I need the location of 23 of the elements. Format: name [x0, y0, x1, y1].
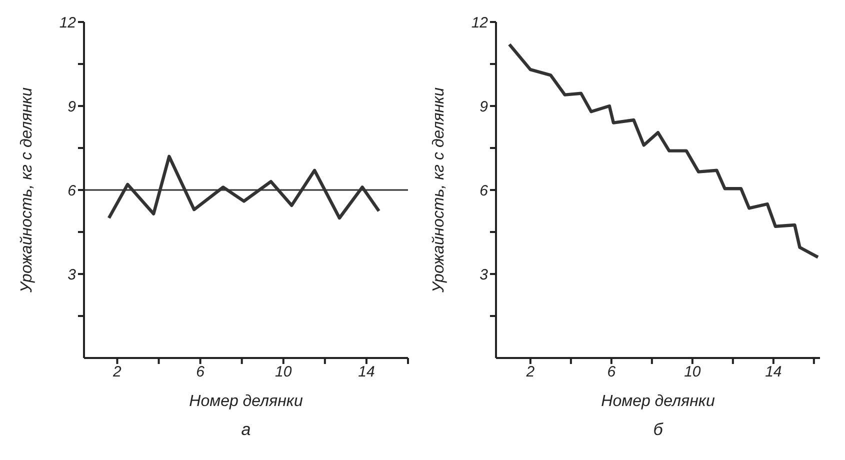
x-tick-label: 14 — [765, 364, 782, 381]
y-tick-label: 9 — [480, 98, 489, 116]
x-tick-label: 14 — [358, 364, 375, 381]
text: а — [240, 420, 252, 440]
y-tick-label: 12 — [59, 14, 77, 32]
y-tick-label: 9 — [68, 98, 77, 116]
x-axis-title: Номер делянки — [601, 393, 715, 410]
x-tick-label: 10 — [684, 364, 702, 381]
y-axis-title: Урожайность, кг с делянки — [18, 87, 36, 294]
x-axis-title: Номер делянки — [189, 393, 303, 410]
x-tick-label: 10 — [275, 364, 292, 381]
x-tick-label: 2 — [112, 364, 122, 381]
y-tick-label: 6 — [68, 182, 77, 200]
text: б — [652, 420, 664, 440]
y-tick-label: 12 — [471, 14, 489, 32]
x-tick-label: 6 — [196, 364, 206, 381]
y-tick-label: 6 — [480, 182, 489, 200]
y-tick-label: 3 — [68, 266, 77, 284]
y-tick-label: 3 — [480, 266, 489, 284]
line-series — [508, 42, 820, 259]
x-tick-label: 6 — [607, 364, 616, 381]
x-tick-label: 2 — [525, 364, 536, 381]
y-axis-title: Урожайность, кг с делянки — [430, 87, 448, 294]
